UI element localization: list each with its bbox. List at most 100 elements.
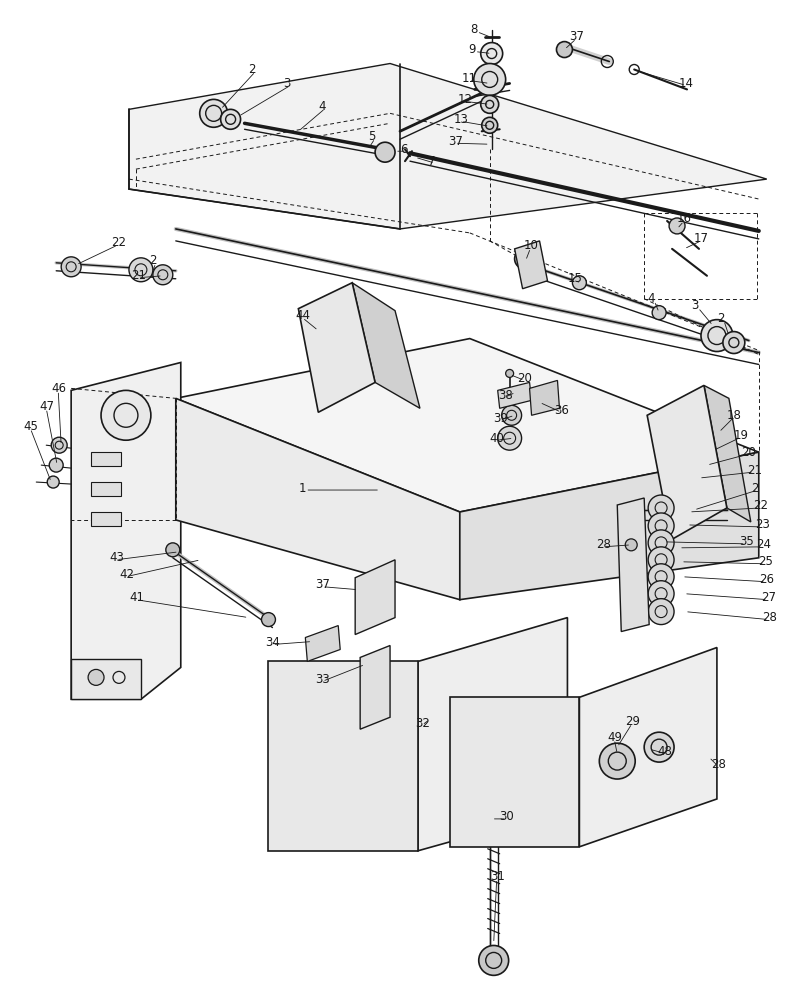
Polygon shape (498, 382, 532, 408)
Text: 37: 37 (315, 578, 330, 591)
Text: 13: 13 (454, 113, 469, 126)
Text: 16: 16 (677, 212, 692, 225)
Text: 49: 49 (608, 731, 622, 744)
Polygon shape (176, 398, 460, 600)
Circle shape (375, 142, 395, 162)
Circle shape (648, 495, 674, 521)
Circle shape (625, 539, 638, 551)
Text: 17: 17 (694, 232, 709, 245)
Circle shape (506, 369, 514, 377)
Circle shape (502, 405, 522, 425)
Circle shape (648, 599, 674, 625)
Text: 11: 11 (462, 72, 477, 85)
Text: 4: 4 (318, 100, 326, 113)
Text: 4: 4 (647, 292, 654, 305)
Text: 26: 26 (759, 573, 774, 586)
Text: 7: 7 (428, 155, 436, 168)
Text: 28: 28 (762, 611, 776, 624)
Circle shape (669, 218, 685, 234)
Circle shape (648, 513, 674, 539)
Text: 39: 39 (493, 412, 507, 425)
Text: 6: 6 (400, 143, 407, 156)
Polygon shape (360, 645, 390, 729)
Circle shape (600, 743, 635, 779)
Text: 42: 42 (119, 568, 134, 581)
Polygon shape (617, 498, 649, 632)
Text: 29: 29 (625, 715, 640, 728)
Circle shape (262, 613, 276, 627)
Text: 34: 34 (266, 636, 280, 649)
Circle shape (101, 390, 151, 440)
Polygon shape (418, 618, 567, 851)
Text: 24: 24 (755, 538, 771, 551)
Text: 25: 25 (758, 555, 772, 568)
Text: 18: 18 (727, 409, 742, 422)
Polygon shape (298, 283, 375, 412)
Bar (91, 512, 121, 526)
Text: 35: 35 (739, 535, 754, 548)
Circle shape (49, 458, 63, 472)
Circle shape (129, 258, 153, 282)
Circle shape (47, 476, 59, 488)
Circle shape (51, 437, 67, 453)
Circle shape (88, 669, 104, 685)
Polygon shape (176, 339, 759, 512)
Text: 41: 41 (129, 591, 144, 604)
Polygon shape (268, 661, 418, 851)
Polygon shape (129, 64, 767, 229)
Text: 9: 9 (468, 43, 475, 56)
Text: 3: 3 (284, 77, 291, 90)
Text: 43: 43 (109, 551, 124, 564)
Polygon shape (579, 647, 717, 847)
Text: 23: 23 (755, 518, 770, 531)
Text: 10: 10 (524, 239, 538, 252)
Text: 32: 32 (415, 717, 430, 730)
Circle shape (572, 276, 587, 290)
Text: 12: 12 (458, 93, 473, 106)
Text: 14: 14 (679, 77, 694, 90)
Circle shape (515, 249, 535, 269)
Text: 2: 2 (717, 312, 725, 325)
Circle shape (557, 42, 572, 58)
Text: 2: 2 (751, 482, 758, 495)
Text: 1: 1 (298, 482, 306, 495)
Text: 47: 47 (40, 400, 54, 413)
Circle shape (648, 581, 674, 607)
Polygon shape (647, 385, 727, 540)
Text: 36: 36 (554, 404, 570, 417)
Text: 22: 22 (753, 499, 768, 512)
Bar (91, 482, 121, 496)
Circle shape (481, 43, 503, 65)
Text: 45: 45 (23, 420, 38, 433)
Text: 2: 2 (149, 254, 157, 267)
Circle shape (166, 543, 179, 557)
Polygon shape (450, 697, 579, 847)
Polygon shape (529, 380, 559, 415)
Bar (91, 452, 121, 466)
Text: 38: 38 (498, 389, 512, 402)
Text: 48: 48 (657, 745, 672, 758)
Polygon shape (352, 283, 420, 408)
Text: 3: 3 (691, 299, 698, 312)
Circle shape (153, 265, 173, 285)
Circle shape (648, 564, 674, 590)
Circle shape (648, 530, 674, 556)
Text: 28: 28 (711, 758, 726, 771)
Circle shape (61, 257, 81, 277)
Circle shape (221, 109, 241, 129)
Text: 44: 44 (296, 309, 310, 322)
Circle shape (479, 945, 509, 975)
Text: 22: 22 (111, 236, 126, 249)
Circle shape (200, 99, 228, 127)
Circle shape (644, 732, 674, 762)
Polygon shape (305, 626, 340, 661)
Circle shape (482, 117, 498, 133)
Circle shape (648, 547, 674, 573)
Text: 27: 27 (761, 591, 776, 604)
Text: 28: 28 (596, 538, 611, 551)
Circle shape (723, 332, 745, 354)
Text: 20: 20 (518, 372, 532, 385)
Circle shape (652, 306, 666, 320)
Text: 37: 37 (570, 30, 584, 43)
Polygon shape (515, 241, 548, 289)
